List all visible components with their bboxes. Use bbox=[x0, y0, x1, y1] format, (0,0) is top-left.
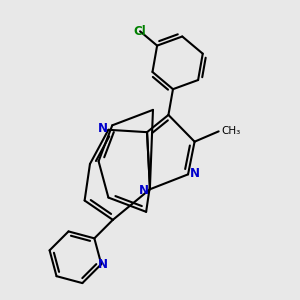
Text: N: N bbox=[139, 184, 148, 197]
Text: N: N bbox=[98, 122, 108, 135]
Text: CH₃: CH₃ bbox=[221, 126, 240, 136]
Text: N: N bbox=[190, 167, 200, 180]
Text: N: N bbox=[98, 258, 108, 271]
Text: Cl: Cl bbox=[134, 25, 146, 38]
